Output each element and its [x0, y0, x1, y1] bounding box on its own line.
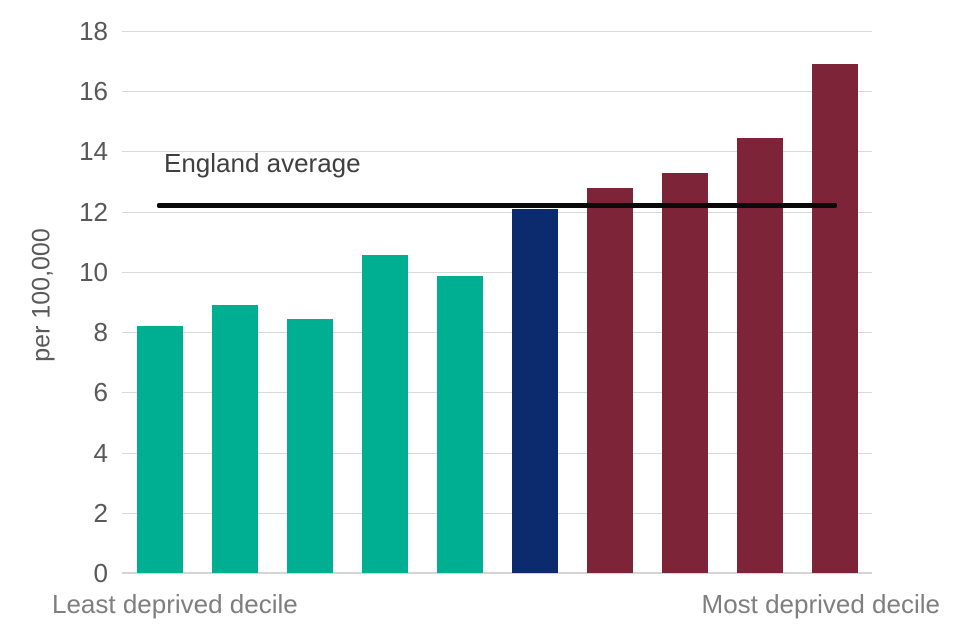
- y-tick-label-16: 16: [79, 76, 108, 107]
- england-average-label: England average: [164, 148, 361, 178]
- gridline-y-14: [122, 151, 872, 153]
- gridline-y-10: [122, 271, 872, 273]
- gridline-y-8: [122, 332, 872, 334]
- plot-area: [122, 31, 872, 574]
- y-tick-label-0: 0: [93, 558, 108, 588]
- bar-decile-8: [661, 172, 708, 573]
- y-tick-label-10: 10: [79, 256, 108, 287]
- y-tick-label-18: 18: [79, 16, 108, 46]
- bar-decile-2: [211, 305, 258, 573]
- y-tick-label-4: 4: [93, 437, 108, 468]
- x-axis-label-most-deprived: Most deprived decile: [701, 589, 940, 619]
- gridline-y-4: [122, 452, 872, 454]
- gridline-y-6: [122, 392, 872, 394]
- bar-decile-6: [511, 208, 558, 573]
- bar-decile-10: [811, 64, 858, 573]
- gridline-y-18: [122, 31, 872, 32]
- x-axis-line: [122, 572, 872, 574]
- y-tick-label-12: 12: [79, 196, 108, 227]
- gridline-y-12: [122, 211, 872, 213]
- bar-decile-4: [361, 255, 408, 573]
- bar-decile-9: [736, 137, 783, 573]
- y-tick-label-2: 2: [93, 497, 108, 528]
- y-tick-label-14: 14: [79, 136, 108, 167]
- y-tick-label-8: 8: [93, 317, 108, 348]
- gridline-y-16: [122, 91, 872, 93]
- bar-decile-1: [136, 326, 183, 573]
- x-axis-label-least-deprived: Least deprived decile: [52, 589, 298, 619]
- gridline-y-2: [122, 512, 872, 514]
- bar-decile-3: [286, 318, 333, 573]
- y-axis-title: per 100,000: [27, 228, 56, 362]
- bar-decile-5: [436, 276, 483, 573]
- bar-decile-7: [586, 187, 633, 573]
- y-tick-label-6: 6: [93, 377, 108, 408]
- england-average-line: [157, 203, 837, 209]
